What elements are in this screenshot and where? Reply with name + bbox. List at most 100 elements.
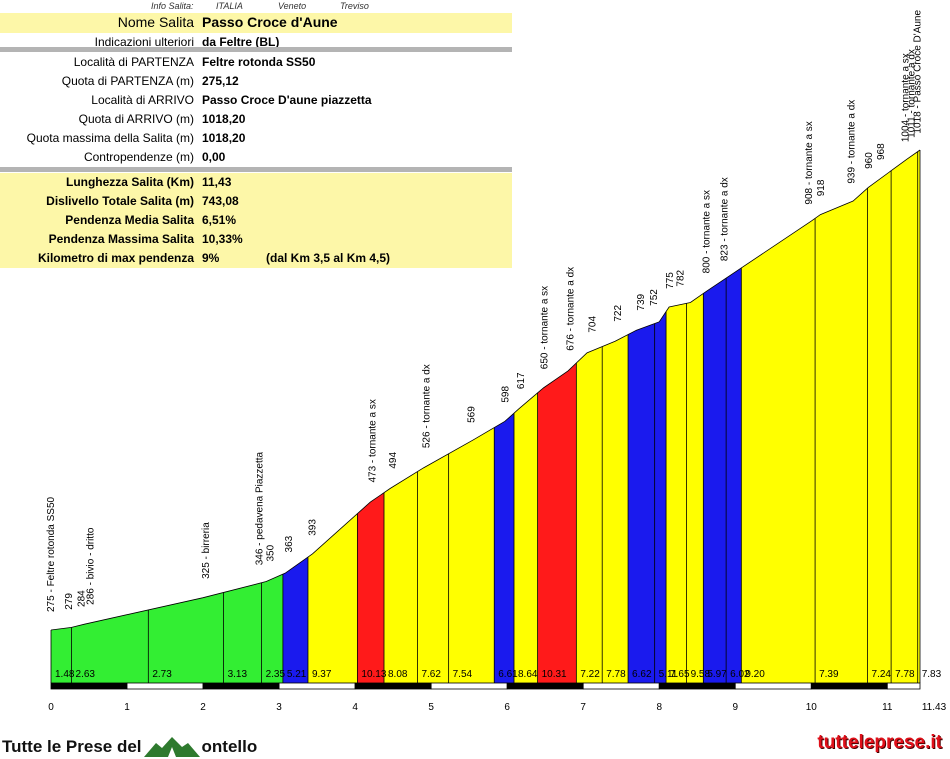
x-tick-label: 3 — [276, 702, 282, 713]
waypoint-label: 346 - pedavena Piazzetta — [254, 451, 265, 565]
max-altitude-label: Quota massima della Salita (m) — [26, 131, 194, 145]
info-country: ITALIA — [216, 1, 243, 11]
x-tick-label: 7 — [580, 702, 586, 713]
separator — [0, 167, 512, 172]
profile-segment — [686, 293, 704, 683]
profile-segment — [261, 574, 283, 683]
brand-text-suffix: ontello — [201, 737, 258, 756]
mountain-logo-icon — [143, 737, 200, 757]
segment-grade-label: 10.13 — [361, 669, 386, 680]
waypoint-label: 823 - tornante a dx — [720, 177, 731, 261]
waypoint-label: 1018 - Passo Croce D'Aune — [913, 10, 924, 134]
x-tick-label: 0 — [48, 702, 54, 713]
segment-grade-label: 8.08 — [388, 669, 408, 680]
km-bar-segment — [506, 682, 584, 690]
segment-grade-label: 7.39 — [819, 669, 839, 680]
segment-grade-label: 7.78 — [606, 669, 626, 680]
segment-grade-label: 2.35 — [266, 669, 286, 680]
segment-grade-label: 7.54 — [453, 669, 473, 680]
segment-grade-label: 2.73 — [152, 669, 172, 680]
segment-grade-label: 7.78 — [895, 669, 915, 680]
elevation-profile-chart: 1.48 2.63 2.73 3.13 2.35 5.21 9.37 10.13 8.08 7.6… — [46, 10, 947, 713]
waypoint-label: 918 — [816, 179, 827, 196]
end-altitude-value: 1018,20 — [202, 112, 246, 126]
profile-segment — [628, 323, 655, 683]
waypoint-label: 393 — [308, 519, 319, 536]
waypoint-label: 279 — [64, 593, 75, 610]
km-bar-segment — [810, 682, 888, 690]
segment-grade-label: 8.64 — [518, 669, 538, 680]
waypoint-label: 325 - birreria — [201, 522, 212, 579]
waypoint-label: 908 - tornante a sx — [804, 121, 815, 204]
waypoint-label: 286 - bivio - dritto — [86, 527, 97, 605]
row-climb-name: Nome Salita Passo Croce d'Aune — [0, 13, 512, 33]
km-bar-segment — [430, 682, 508, 690]
profile-segment — [282, 556, 308, 683]
x-tick-label: 2 — [200, 702, 206, 713]
end-altitude-label: Quota di ARRIVO (m) — [78, 112, 194, 126]
row-start-location: Località di PARTENZA Feltre rotonda SS50 — [0, 53, 512, 72]
segment-grade-label: 7.83 — [922, 669, 942, 680]
waypoint-label: 752 — [649, 289, 660, 306]
x-tick-label: 8 — [656, 702, 662, 713]
max-km-value: 9% — [202, 251, 220, 265]
elevation-gain-label: Dislivello Totale Salita (m) — [46, 194, 194, 208]
row-end-location: Località di ARRIVO Passo Croce D'aune pi… — [0, 91, 512, 110]
waypoint-label: 526 - tornante a dx — [422, 364, 433, 448]
segment-grade-label: 1.48 — [55, 669, 75, 680]
km-bar-segment — [658, 682, 736, 690]
profile-segment — [576, 346, 603, 683]
segment-grade-label: 10.31 — [542, 669, 567, 680]
start-altitude-value: 275,12 — [202, 74, 239, 88]
profile-segment — [357, 492, 385, 683]
waypoint-label: 617 — [516, 372, 527, 389]
row-elevation-gain: Dislivello Totale Salita (m) 743,08 — [0, 192, 512, 211]
waypoint-label: 939 - tornante a dx — [847, 100, 858, 184]
km-bar-segment — [126, 682, 204, 690]
waypoint-label: 598 — [501, 386, 512, 403]
average-gradient-label: Pendenza Media Salita — [65, 213, 194, 227]
segment-grade-label: 7.65 — [670, 669, 690, 680]
row-max-altitude: Quota massima della Salita (m) 1018,20 — [0, 129, 512, 148]
profile-segment — [891, 151, 918, 683]
x-tick-label: 11 — [882, 702, 893, 713]
site-url[interactable]: tutteleprese.it — [817, 732, 942, 753]
profile-segment — [537, 362, 577, 683]
profile-segment — [741, 218, 816, 683]
x-tick-label: 11.43 — [922, 702, 947, 713]
segment-grade-label: 7.62 — [421, 669, 441, 680]
counter-slopes-label: Contropendenze (m) — [83, 150, 194, 164]
length-value: 11,43 — [202, 175, 232, 189]
segment-grade-label: 5.97 — [707, 669, 727, 680]
info-province: Treviso — [340, 1, 369, 11]
segment-grade-label: 9.37 — [312, 669, 332, 680]
start-location-value: Feltre rotonda SS50 — [202, 55, 316, 69]
km-bar-segment — [202, 682, 280, 690]
km-bar-segment — [886, 682, 921, 690]
segment-grade-label: 5.11 — [659, 669, 678, 680]
waypoint-label: 473 - tornante a sx — [368, 399, 379, 482]
start-location-label: Località di PARTENZA — [73, 55, 194, 69]
max-gradient-label: Pendenza Massima Salita — [48, 232, 194, 246]
profile-segment — [384, 471, 418, 683]
length-label: Lunghezza Salita (Km) — [65, 175, 194, 189]
km-bar-segment — [734, 682, 812, 690]
profile-segment — [448, 427, 495, 683]
max-km-range: (dal Km 3,5 al Km 4,5) — [266, 251, 391, 265]
x-tick-label: 1 — [124, 702, 130, 713]
max-km-label: Kilometro di max pendenza — [37, 251, 194, 265]
waypoint-label: 704 — [587, 316, 598, 333]
profile-segment — [223, 582, 262, 683]
row-max-gradient: Pendenza Massima Salita 10,33% — [0, 230, 512, 249]
waypoint-label: 676 - tornante a dx — [565, 267, 576, 351]
profile-segment — [71, 609, 149, 683]
profile-segment — [494, 413, 515, 683]
counter-slopes-value: 0,00 — [202, 150, 226, 164]
profile-segment — [602, 334, 629, 683]
row-counter-slopes: Contropendenze (m) 0,00 — [0, 148, 512, 167]
profile-segment — [726, 267, 742, 683]
info-label: Info Salita: — [151, 1, 194, 11]
x-tick-label: 10 — [806, 702, 818, 713]
brand-logo: Tutte le Prese del ontello — [2, 735, 257, 757]
row-start-altitude: Quota di PARTENZA (m) 275,12 — [0, 72, 512, 91]
